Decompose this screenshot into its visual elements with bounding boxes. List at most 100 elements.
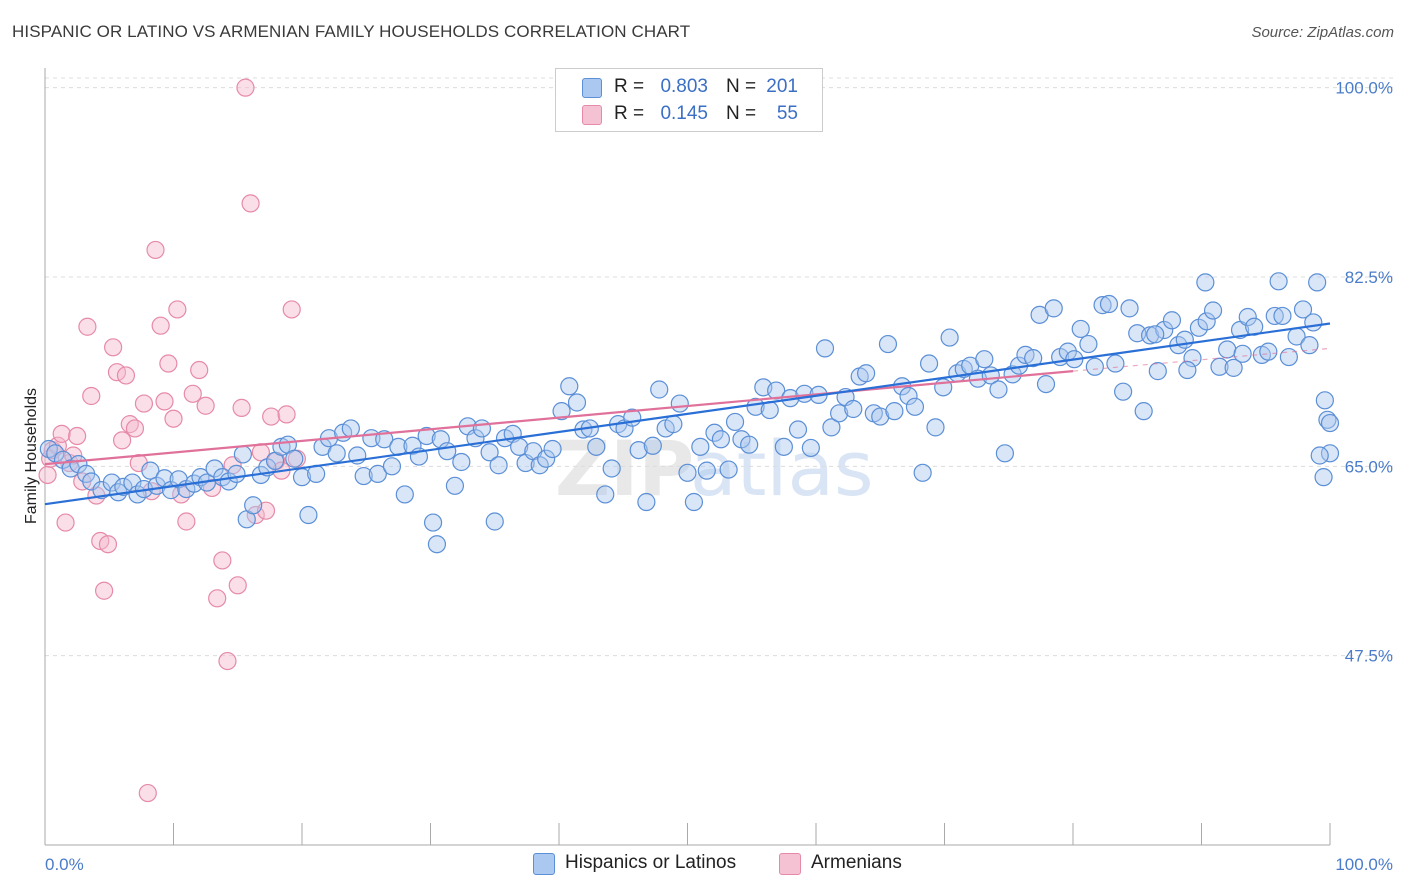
hispanics-point <box>643 436 662 455</box>
armenians-point <box>232 398 251 417</box>
hispanics-point <box>719 460 738 479</box>
armenians-point <box>56 513 75 532</box>
hispanics-point <box>382 457 402 476</box>
hispanics-legend-label: Hispanics or Latinos <box>565 852 737 873</box>
armenians-point <box>104 338 123 357</box>
source-label: Source: ZipAtlas.com <box>1251 24 1394 41</box>
armenians-point <box>213 551 232 570</box>
armenians-point <box>138 783 157 803</box>
armenians-point <box>98 535 118 554</box>
hispanics-point <box>1134 402 1153 421</box>
hispanics-point <box>1099 294 1119 314</box>
hispanics-point <box>1114 382 1133 401</box>
armenians-point <box>155 392 174 411</box>
armenians-trend-line <box>44 370 1074 466</box>
x-tick-label: 0.0% <box>45 855 84 874</box>
n-value: 55 <box>776 103 798 124</box>
hispanics-point <box>989 380 1008 399</box>
x-tick-label: 100.0% <box>1335 855 1393 874</box>
hispanics-point <box>543 439 562 459</box>
armenians-point <box>116 366 136 385</box>
armenians-legend-label: Armenians <box>811 852 902 873</box>
hispanics-point <box>1304 313 1323 332</box>
hispanics-point <box>530 456 549 475</box>
armenians-point <box>78 317 97 336</box>
hispanics-point <box>1079 334 1098 354</box>
hispanics-point <box>472 419 491 438</box>
hispanics-point <box>926 418 945 437</box>
y-axis-label: Family Households <box>23 388 40 524</box>
hispanics-point <box>801 438 820 458</box>
hispanics-point <box>489 456 508 475</box>
hispanics-point <box>1265 306 1284 326</box>
armenians-point <box>82 386 101 406</box>
armenians-point <box>68 426 87 446</box>
stats-legend: R = 0.803 N = 201 R = 0.145 N = 55 <box>555 68 823 132</box>
hispanics-point <box>878 334 898 354</box>
hispanics-point <box>354 466 373 486</box>
hispanics-point <box>705 423 724 442</box>
hispanics-point <box>1224 358 1243 377</box>
r-value: 0.803 <box>660 76 708 97</box>
hispanics-point <box>1320 413 1340 433</box>
hispanics-point <box>788 420 808 439</box>
hispanics-point <box>1036 374 1056 394</box>
hispanics-point <box>1273 306 1292 326</box>
hispanics-point <box>940 328 959 347</box>
hispanics-point <box>885 402 904 421</box>
hispanics-point <box>1238 307 1257 327</box>
armenians-point <box>95 581 114 600</box>
hispanics-point <box>822 418 841 437</box>
hispanics-point <box>857 364 876 383</box>
y-tick-label: 47.5% <box>1345 647 1393 666</box>
hispanics-point <box>1315 391 1334 410</box>
y-tick-label: 65.0% <box>1345 457 1393 476</box>
hispanics-point <box>913 463 932 482</box>
hispanics-point <box>629 440 648 460</box>
hispanics-point <box>227 464 246 483</box>
hispanics-point <box>1196 273 1215 292</box>
hispanics-point <box>995 444 1014 463</box>
n-label: N = <box>726 103 757 124</box>
r-value: 0.145 <box>660 103 708 124</box>
armenians-point <box>282 300 301 319</box>
hispanics-point <box>919 354 939 373</box>
hispanics-point <box>1155 320 1174 340</box>
trend-lines <box>44 322 1331 506</box>
n-value: 201 <box>766 76 798 97</box>
hispanics-point <box>445 476 465 495</box>
y-tick-label: 82.5% <box>1345 268 1393 287</box>
hispanics-point <box>587 437 606 456</box>
hispanics-point <box>697 461 716 480</box>
hispanics-point <box>774 437 793 456</box>
n-label: N = <box>726 76 757 97</box>
hispanics-point <box>403 436 422 455</box>
hispanics-point <box>1318 410 1337 429</box>
hispanics-point <box>452 452 471 472</box>
hispanics-point <box>1308 273 1327 292</box>
hispanics-point <box>537 449 556 468</box>
hispanics-point <box>423 513 443 532</box>
armenians-point <box>168 300 187 319</box>
hispanics-point <box>233 445 252 464</box>
stats-row-hispanics: R = 0.803 N = 201 <box>556 75 822 99</box>
chart-title: HISPANIC OR LATINO VS ARMENIAN FAMILY HO… <box>12 22 691 41</box>
hispanics-point <box>552 402 571 421</box>
armenians-point <box>262 407 281 426</box>
r-label: R = <box>614 76 645 97</box>
hispanics-point <box>596 485 615 504</box>
armenians-point <box>52 424 71 443</box>
hispanics-point <box>395 485 414 504</box>
r-label: R = <box>614 103 645 124</box>
armenians-point <box>241 194 260 213</box>
hispanics-point <box>1178 360 1197 380</box>
hispanics-point <box>1269 272 1288 291</box>
armenians-point <box>218 651 237 671</box>
hispanics-point <box>560 377 579 396</box>
hispanics-point <box>1120 299 1139 318</box>
hispanics-point <box>1197 312 1216 331</box>
hispanics-point <box>485 512 504 531</box>
armenians-point <box>183 384 202 403</box>
hispanics-point <box>1146 325 1165 344</box>
hispanics-point <box>141 461 160 480</box>
